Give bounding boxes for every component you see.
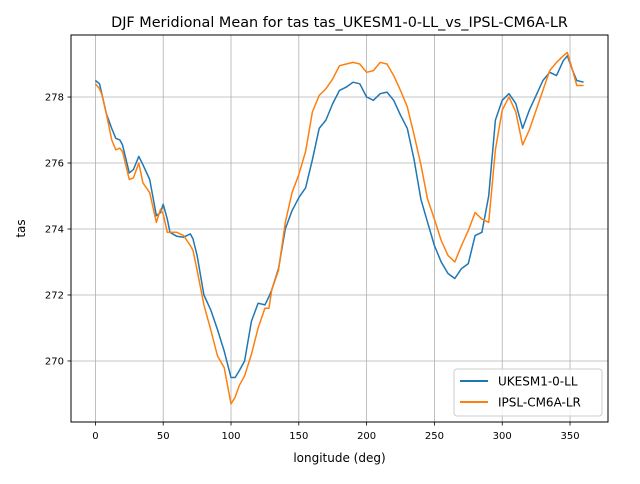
x-tick-label: 50 — [157, 431, 170, 442]
x-tick-label: 200 — [357, 431, 376, 442]
y-axis-ticks: 270 272 274 276 278 — [45, 93, 71, 367]
x-tick-label: 250 — [425, 431, 444, 442]
series-lines — [94, 51, 584, 405]
x-axis-label: longitude (deg) — [293, 451, 385, 465]
legend: UKESM1-0-LL IPSL-CM6A-LR — [453, 368, 603, 417]
grid — [71, 35, 608, 422]
x-tick-label: 100 — [221, 431, 240, 442]
x-tick-label: 350 — [560, 431, 579, 442]
x-tick-label: 0 — [92, 431, 98, 442]
y-axis-label: tas — [14, 219, 28, 237]
series-line-ipsl-cm6a-lr — [94, 51, 584, 405]
y-tick-label: 278 — [45, 93, 64, 104]
chart-title: DJF Meridional Mean for tas tas_UKESM1-0… — [111, 15, 568, 31]
y-tick-label: 272 — [45, 290, 64, 301]
x-tick-label: 300 — [493, 431, 512, 442]
x-axis-ticks: 0 50 100 150 200 250 300 350 — [92, 422, 580, 442]
legend-label-ukesm: UKESM1-0-LL — [498, 375, 578, 389]
y-tick-label: 274 — [45, 224, 64, 235]
plot-frame — [70, 34, 609, 423]
y-tick-label: 276 — [45, 159, 64, 170]
y-tick-label: 270 — [45, 356, 64, 367]
x-tick-label: 150 — [289, 431, 308, 442]
legend-box — [453, 368, 603, 417]
legend-label-ipsl: IPSL-CM6A-LR — [498, 396, 581, 410]
series-line-ukesm1-0-ll — [94, 55, 584, 379]
